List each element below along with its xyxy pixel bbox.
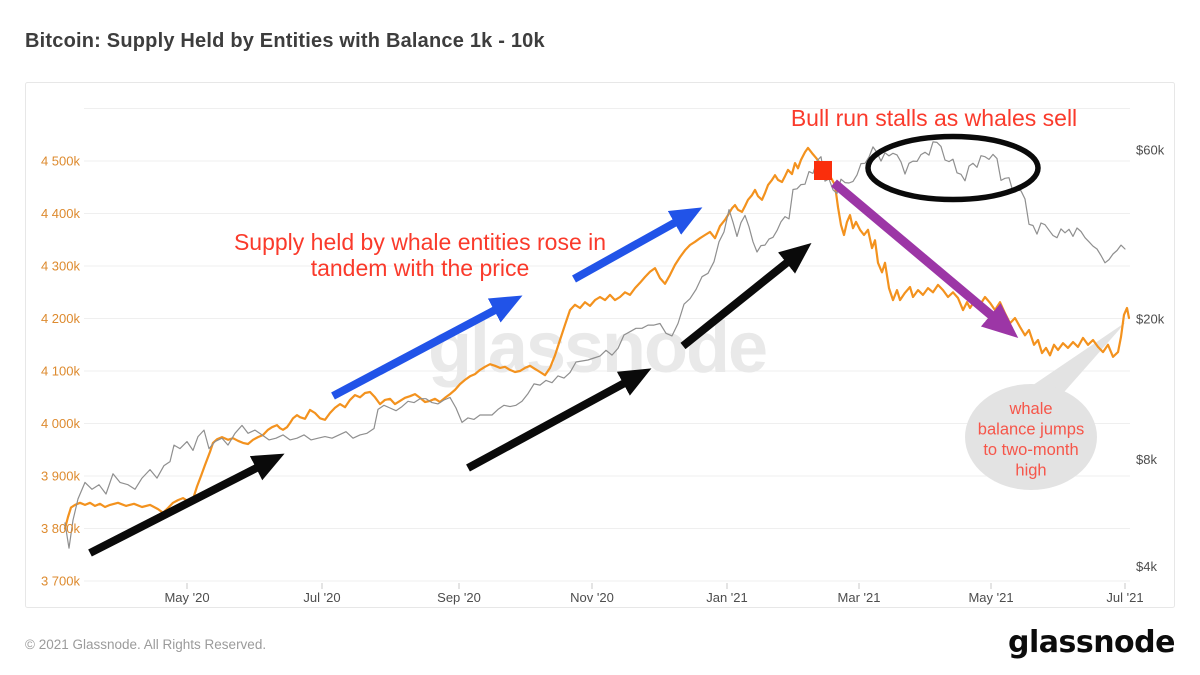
- bubble-body: [965, 384, 1097, 490]
- x-axis-tick-label: Nov '20: [570, 590, 614, 605]
- right-axis-tick-label: $20k: [1136, 311, 1165, 326]
- bubble-text-line: high: [1015, 462, 1046, 480]
- x-axis-tick-label: Jan '21: [706, 590, 748, 605]
- x-axis-tick-label: May '20: [164, 590, 209, 605]
- black-arrow-2: [466, 368, 652, 472]
- left-axis-tick-label: 3 700k: [41, 574, 81, 589]
- right-axis-tick-label: $60k: [1136, 142, 1165, 157]
- page-title: Bitcoin: Supply Held by Entities with Ba…: [25, 30, 545, 52]
- left-axis-tick-label: 4 000k: [41, 416, 81, 431]
- annotation-text-line: tandem with the price: [311, 255, 530, 281]
- bubble-text-line: whale: [1008, 400, 1052, 418]
- left-axis-tick-label: 4 100k: [41, 364, 81, 379]
- price-line: [64, 141, 1126, 549]
- x-axis-tick-label: Jul '20: [303, 590, 340, 605]
- price-plateau-circle: [865, 133, 1041, 203]
- whale-sell-marker: [814, 161, 832, 180]
- black-arrow-3: [680, 242, 812, 350]
- x-axis-tick-label: Jul '21: [1106, 590, 1143, 605]
- copyright-text: © 2021 Glassnode. All Rights Reserved.: [25, 637, 267, 652]
- right-axis-labels: $60k $20k $8k $4k: [1136, 142, 1165, 573]
- bubble-text-line: balance jumps: [978, 421, 1084, 439]
- left-axis-labels: 4 500k 4 400k 4 300k 4 200k 4 100k 4 000k 3 90…: [41, 154, 81, 589]
- left-axis-tick-label: 4 300k: [41, 259, 81, 274]
- right-axis-tick-label: $8k: [1136, 452, 1157, 467]
- left-axis-tick-label: 4 400k: [41, 206, 81, 221]
- x-axis: May '20 Jul '20 Sep '20 Nov '20 Jan '21 Mar '…: [164, 583, 1144, 605]
- annotation-text-line: Supply held by whale entities rose in: [234, 229, 606, 255]
- purple-arrow: [831, 179, 1019, 338]
- note-bullrun: Bull run stalls as whales sell: [791, 105, 1077, 131]
- x-axis-tick-label: Sep '20: [437, 590, 481, 605]
- bubble-text-line: to two-month: [983, 441, 1078, 459]
- x-axis-tick-label: Mar '21: [838, 590, 881, 605]
- glassnode-logo: glassnode: [1007, 625, 1176, 660]
- black-arrow-1: [88, 453, 285, 557]
- left-axis-tick-label: 3 800k: [41, 521, 81, 536]
- x-axis-tick-label: May '21: [968, 590, 1013, 605]
- supply-line: [63, 146, 1131, 530]
- blue-arrow-2: [572, 207, 703, 283]
- annotation-text-line: Bull run stalls as whales sell: [791, 105, 1077, 131]
- blue-arrow-1: [331, 295, 523, 400]
- left-axis-tick-label: 3 900k: [41, 469, 81, 484]
- right-axis-tick-label: $4k: [1136, 559, 1157, 574]
- left-axis-tick-label: 4 200k: [41, 311, 81, 326]
- left-axis-tick-label: 4 500k: [41, 154, 81, 169]
- note-tandem: Supply held by whale entities rose intan…: [234, 229, 606, 281]
